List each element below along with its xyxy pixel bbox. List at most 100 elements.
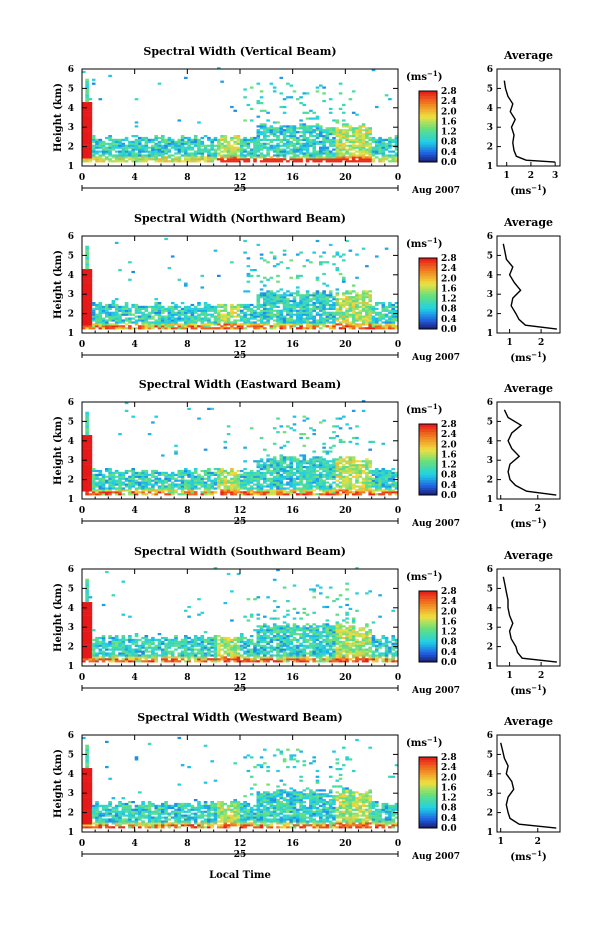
heatmap-cell (95, 305, 99, 308)
heatmap-cell (375, 146, 379, 149)
colorbar-tick-label: 0.0 (441, 325, 457, 335)
heatmap-cell (319, 477, 323, 480)
heatmap-cell (368, 160, 372, 163)
heatmap-cell (197, 307, 201, 310)
heatmap-cell (138, 160, 142, 163)
heatmap-cell (266, 479, 270, 482)
heatmap-cell (108, 323, 112, 326)
heatmap-cell (332, 317, 336, 320)
heatmap-cell (292, 473, 297, 476)
heatmap-cell (85, 123, 89, 126)
heatmap-cell (88, 150, 93, 153)
heatmap-cell (144, 487, 149, 490)
heatmap-cell (289, 292, 293, 295)
heatmap-cell (276, 131, 280, 134)
heatmap-cell (384, 475, 389, 478)
heatmap-cell (134, 303, 139, 307)
heatmap-cell (197, 477, 201, 480)
y-tick-label: 4 (68, 437, 74, 447)
heatmap-cell (167, 136, 172, 140)
heatmap-cell (226, 160, 231, 163)
heatmap-cell (266, 471, 270, 474)
heatmap-cell (263, 131, 267, 134)
heatmap-cell (240, 303, 244, 307)
heatmap-cell (203, 448, 208, 451)
heatmap-cell (368, 485, 372, 488)
heatmap-cell (276, 129, 280, 132)
colorbar-tick-label: 2.8 (441, 420, 457, 430)
heatmap-cell (197, 317, 201, 320)
heatmap-cell (266, 294, 270, 297)
heatmap-cell (98, 98, 103, 101)
heatmap-cell (243, 313, 247, 316)
heatmap-cell (384, 148, 389, 151)
heatmap-cell (114, 658, 119, 661)
heatmap-cell (342, 146, 346, 149)
heatmap-cell (342, 158, 346, 161)
heatmap-cell (170, 315, 175, 318)
heatmap-cell (345, 307, 349, 310)
heatmap-cell (381, 142, 386, 145)
heatmap-cell (342, 491, 346, 494)
heatmap-cell (134, 483, 139, 486)
heatmap-cell (361, 307, 366, 310)
heatmap-cell (332, 436, 336, 440)
y-tick-label: 5 (68, 417, 74, 427)
heatmap-cell (276, 315, 280, 318)
heatmap-cell (328, 294, 333, 297)
heatmap-cell (253, 309, 257, 312)
heatmap-cell (282, 460, 287, 463)
heatmap-cell (384, 491, 389, 494)
heatmap-cell (151, 640, 155, 643)
heatmap-cell (345, 477, 349, 480)
heatmap-cell (384, 146, 389, 149)
y-tick-label: 6 (68, 232, 74, 242)
heatmap-cell (319, 327, 323, 330)
heatmap-cell (200, 475, 205, 478)
heatmap-cell (95, 644, 99, 647)
heatmap-cell (144, 479, 149, 482)
heatmap-cell (138, 475, 142, 478)
heatmap-cell (223, 135, 228, 138)
heatmap-cell (170, 485, 175, 488)
heatmap-cell (361, 302, 366, 305)
heatmap-cell (108, 142, 112, 145)
heatmap-cell (233, 323, 237, 326)
heatmap-cell (203, 481, 208, 484)
heatmap-cell (256, 477, 261, 480)
heatmap-cell (197, 473, 201, 476)
heatmap-cell (342, 144, 346, 147)
heatmap-cell (207, 658, 211, 661)
heatmap-cell (361, 317, 366, 320)
heatmap-cell (325, 146, 330, 149)
heatmap-cell (111, 311, 116, 314)
heatmap-cell (375, 302, 379, 305)
heatmap-cell (134, 319, 139, 322)
heatmap-cell (368, 311, 372, 314)
heatmap-cell (91, 629, 96, 632)
heatmap-cell (335, 460, 340, 463)
colorbar-swatch (419, 439, 437, 443)
heatmap-cell (85, 596, 89, 599)
heatmap-cell (256, 100, 261, 103)
heatmap-cell (203, 473, 208, 476)
heatmap-cell (249, 489, 254, 492)
heatmap-cell (249, 309, 254, 312)
heatmap-cell (118, 481, 122, 484)
heatmap-cell (144, 156, 149, 159)
heatmap-cell (88, 115, 93, 118)
heatmap-cell (348, 466, 353, 469)
heatmap-cell (312, 327, 316, 330)
heatmap-cell (381, 442, 386, 445)
heatmap-cell (338, 440, 343, 443)
heatmap-cell (351, 111, 356, 114)
heatmap-cell (85, 278, 89, 281)
heatmap-cell (82, 640, 86, 643)
heatmap-cell (180, 473, 185, 476)
heatmap-cell (299, 479, 303, 482)
heatmap-cell (355, 131, 359, 134)
heatmap-cell (263, 462, 267, 465)
heatmap-cell (236, 309, 241, 312)
heatmap-cell (236, 475, 241, 478)
colorbar-swatch (419, 124, 437, 127)
